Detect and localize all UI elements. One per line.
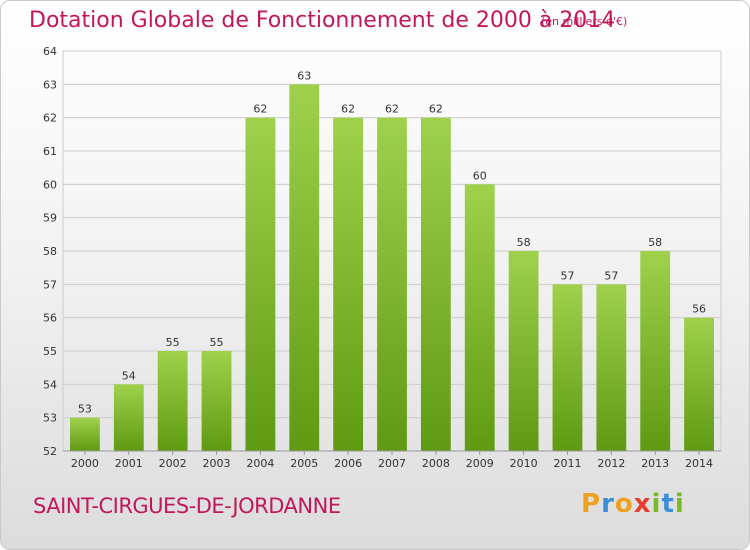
y-tick-label: 59 (43, 212, 57, 225)
bar-2006 (333, 117, 364, 452)
y-tick-label: 56 (43, 312, 57, 325)
y-tick-label: 57 (43, 278, 57, 291)
x-tick-label: 2009 (466, 457, 494, 470)
bar-2011 (552, 284, 583, 451)
bar-2003 (201, 351, 232, 451)
bar-2013 (640, 251, 671, 451)
logo-letter: t (661, 489, 675, 519)
label-layer: 53 54 55 55 62 63 62 62 62 60 58 57 57 58 56 (78, 69, 706, 415)
bar-2012 (596, 284, 627, 451)
data-label-2012: 57 (604, 269, 618, 282)
logo-letter: x (633, 489, 652, 519)
y-tick-label: 54 (43, 378, 57, 391)
y-tick-label: 61 (43, 145, 57, 158)
bar-2014 (684, 317, 714, 451)
x-tick-label: 2010 (510, 457, 538, 470)
data-label-2008: 62 (429, 103, 443, 116)
y-tick-label: 53 (43, 412, 57, 425)
axis-layer: 52 53 54 55 56 57 58 59 60 61 62 63 64 2000 2001 2002 20… (43, 45, 721, 470)
x-tick-label: 2011 (553, 457, 581, 470)
x-tick-label: 2003 (203, 457, 231, 470)
logo-letter: i (651, 489, 662, 519)
data-label-2007: 62 (385, 103, 399, 116)
x-tick-label: 2006 (334, 457, 362, 470)
logo-letter: o (614, 489, 634, 519)
bar-2009 (464, 184, 495, 452)
chart-subtitle: (en milliers d'€) (541, 15, 628, 28)
y-tick-label: 55 (43, 345, 57, 358)
y-tick-label: 52 (43, 445, 57, 458)
x-tick-label: 2013 (641, 457, 669, 470)
bar-2000 (70, 417, 100, 451)
x-tick-label: 2014 (685, 457, 713, 470)
x-tick-label: 2007 (378, 457, 406, 470)
data-label-2000: 53 (78, 403, 92, 416)
x-tick-label: 2005 (290, 457, 318, 470)
x-tick-label: 2008 (422, 457, 450, 470)
chart-title: Dotation Globale de Fonctionnement de 20… (29, 8, 616, 33)
x-tick-label: 2012 (597, 457, 625, 470)
x-tick-label: 2001 (115, 457, 143, 470)
y-tick-label: 58 (43, 245, 57, 258)
data-label-2014: 56 (692, 303, 706, 316)
bar-2001 (113, 384, 144, 451)
data-label-2010: 58 (517, 236, 531, 249)
commune-name: SAINT-CIRGUES-DE-JORDANNE (33, 494, 341, 518)
bar-layer (70, 84, 714, 452)
y-tick-label: 60 (43, 178, 57, 191)
data-label-2003: 55 (210, 336, 224, 349)
proxiti-logo: Proxiti (581, 489, 685, 519)
bar-2008 (420, 117, 451, 452)
x-tick-label: 2002 (159, 457, 187, 470)
logo-letter: r (601, 489, 615, 519)
bar-2004 (245, 117, 276, 452)
data-label-2006: 62 (341, 103, 355, 116)
data-label-2005: 63 (297, 69, 311, 82)
data-label-2004: 62 (253, 103, 267, 116)
logo-letter: i (674, 489, 685, 519)
data-label-2001: 54 (122, 369, 136, 382)
data-label-2002: 55 (166, 336, 180, 349)
bar-2002 (157, 351, 188, 451)
data-label-2011: 57 (560, 269, 574, 282)
y-tick-label: 63 (43, 78, 57, 91)
x-tick-label: 2004 (246, 457, 274, 470)
data-label-2013: 58 (648, 236, 662, 249)
logo-letter: P (581, 489, 602, 519)
y-tick-label: 64 (43, 45, 57, 58)
y-tick-label: 62 (43, 112, 57, 125)
bar-2007 (377, 117, 407, 452)
data-label-2009: 60 (473, 169, 487, 182)
bar-2010 (508, 251, 539, 451)
bar-2005 (289, 84, 320, 451)
x-tick-label: 2000 (71, 457, 99, 470)
